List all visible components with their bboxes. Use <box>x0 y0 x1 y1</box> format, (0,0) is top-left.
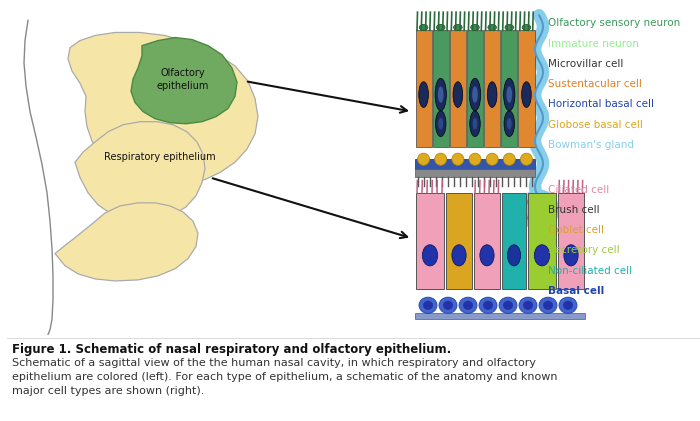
Text: Brush cell: Brush cell <box>548 205 600 215</box>
Text: Figure 1. Schematic of nasal respiratory and olfactory epithelium.: Figure 1. Schematic of nasal respiratory… <box>12 343 452 356</box>
Ellipse shape <box>459 297 477 313</box>
Text: Globose basal cell: Globose basal cell <box>548 120 643 130</box>
Text: Immature neuron: Immature neuron <box>548 39 639 48</box>
Ellipse shape <box>564 245 578 266</box>
Bar <box>528 193 556 289</box>
Ellipse shape <box>443 301 453 310</box>
Ellipse shape <box>486 153 498 165</box>
Ellipse shape <box>487 82 497 107</box>
Ellipse shape <box>508 245 521 266</box>
Ellipse shape <box>473 86 478 103</box>
Ellipse shape <box>470 111 480 136</box>
Ellipse shape <box>438 86 444 103</box>
Ellipse shape <box>559 297 577 313</box>
Text: Basal cell: Basal cell <box>548 286 604 296</box>
Polygon shape <box>75 122 205 220</box>
Text: Bowman's gland: Bowman's gland <box>548 140 634 150</box>
Bar <box>484 30 500 147</box>
Bar <box>416 30 432 147</box>
Bar <box>467 30 483 147</box>
Ellipse shape <box>522 82 531 107</box>
Ellipse shape <box>469 153 481 165</box>
Ellipse shape <box>452 245 466 266</box>
Ellipse shape <box>534 245 550 266</box>
Polygon shape <box>131 37 237 124</box>
Ellipse shape <box>523 301 533 310</box>
Bar <box>450 30 466 147</box>
Text: Horizontal basal cell: Horizontal basal cell <box>548 99 654 109</box>
Text: Microvillar cell: Microvillar cell <box>548 59 624 69</box>
Ellipse shape <box>503 153 515 165</box>
Ellipse shape <box>419 24 428 30</box>
Ellipse shape <box>473 118 477 130</box>
Ellipse shape <box>504 111 514 136</box>
Text: Schematic of a sagittal view of the the human nasal cavity, in which respiratory: Schematic of a sagittal view of the the … <box>12 358 536 368</box>
Bar <box>433 30 449 147</box>
Bar <box>501 30 517 147</box>
Ellipse shape <box>435 78 447 111</box>
Ellipse shape <box>419 82 428 107</box>
Ellipse shape <box>507 118 512 130</box>
Ellipse shape <box>563 301 573 310</box>
Bar <box>502 193 526 289</box>
Ellipse shape <box>483 301 493 310</box>
Text: Ciliated cell: Ciliated cell <box>548 184 609 195</box>
Ellipse shape <box>520 153 533 165</box>
Bar <box>519 30 535 147</box>
Ellipse shape <box>522 24 531 30</box>
Ellipse shape <box>439 297 457 313</box>
Ellipse shape <box>419 297 437 313</box>
Bar <box>415 159 535 169</box>
Text: Sustentacular cell: Sustentacular cell <box>548 79 642 89</box>
Ellipse shape <box>418 153 430 165</box>
Ellipse shape <box>499 297 517 313</box>
Ellipse shape <box>469 78 481 111</box>
Ellipse shape <box>503 301 513 310</box>
Text: epithelium are colored (left). For each type of epithelium, a schematic of the a: epithelium are colored (left). For each … <box>12 372 557 382</box>
Ellipse shape <box>453 82 463 107</box>
Polygon shape <box>55 203 198 281</box>
Bar <box>446 193 472 289</box>
Text: Respiratory epithelium: Respiratory epithelium <box>104 152 216 162</box>
Ellipse shape <box>435 153 447 165</box>
Text: Secretory cell: Secretory cell <box>548 245 620 256</box>
Ellipse shape <box>505 24 514 30</box>
Ellipse shape <box>470 24 480 30</box>
Text: Olfactory
epithelium: Olfactory epithelium <box>157 67 209 91</box>
Ellipse shape <box>507 86 512 103</box>
Ellipse shape <box>435 111 446 136</box>
Bar <box>415 169 535 178</box>
Ellipse shape <box>519 297 537 313</box>
Text: Olfactory sensory neuron: Olfactory sensory neuron <box>548 18 680 28</box>
Ellipse shape <box>436 24 445 30</box>
Bar <box>415 313 585 320</box>
Ellipse shape <box>452 153 464 165</box>
Bar <box>474 193 500 289</box>
Text: major cell types are shown (right).: major cell types are shown (right). <box>12 386 204 396</box>
Bar <box>558 193 584 289</box>
Ellipse shape <box>438 118 443 130</box>
Ellipse shape <box>422 245 438 266</box>
Ellipse shape <box>480 245 494 266</box>
Text: Non-ciliated cell: Non-ciliated cell <box>548 266 632 276</box>
Ellipse shape <box>488 24 496 30</box>
Ellipse shape <box>543 301 553 310</box>
Ellipse shape <box>503 78 515 111</box>
Text: Goblet cell: Goblet cell <box>548 225 604 235</box>
Ellipse shape <box>463 301 473 310</box>
Polygon shape <box>68 32 258 187</box>
Ellipse shape <box>479 297 497 313</box>
Ellipse shape <box>539 297 557 313</box>
Ellipse shape <box>454 24 462 30</box>
Ellipse shape <box>423 301 433 310</box>
Bar <box>416 193 444 289</box>
